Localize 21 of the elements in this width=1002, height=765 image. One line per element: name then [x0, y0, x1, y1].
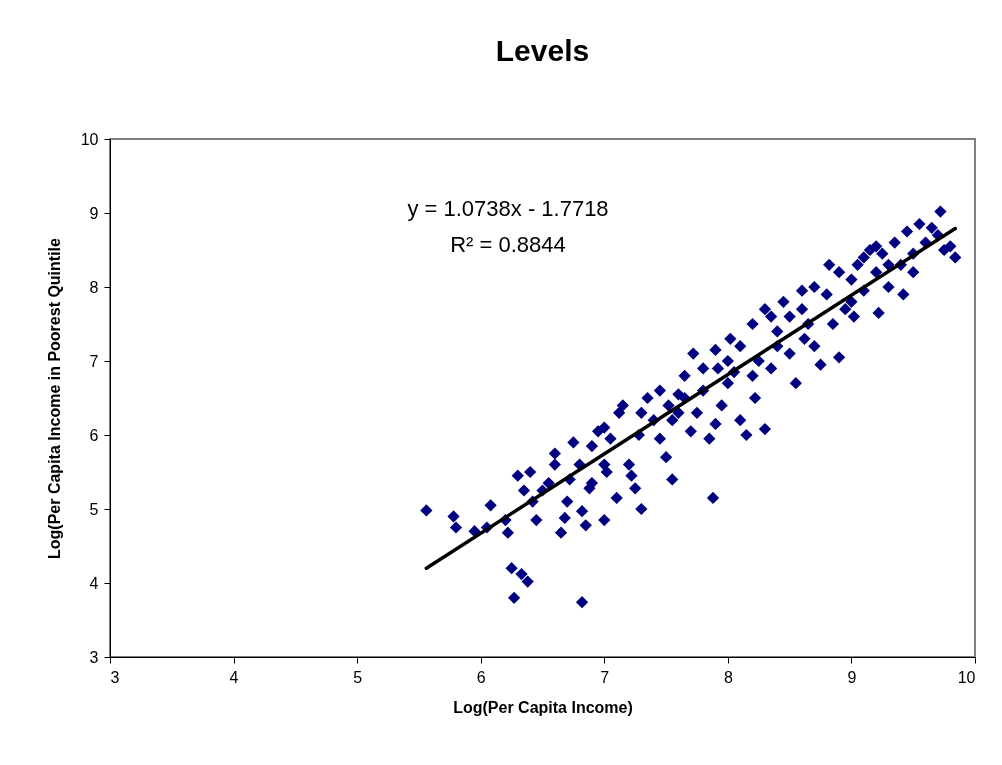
x-tick-label: 5 [353, 668, 363, 686]
annotation: R² = 0.8844 [450, 232, 566, 257]
y-tick-label: 9 [89, 204, 99, 222]
x-axis-title: Log(Per Capita Income) [453, 698, 633, 716]
y-tick-label: 6 [89, 426, 99, 444]
x-tick-label: 9 [847, 668, 857, 686]
y-tick-label: 3 [89, 648, 99, 666]
y-tick-label: 7 [89, 352, 99, 370]
y-tick-label: 10 [80, 130, 99, 148]
x-tick-label: 6 [476, 668, 486, 686]
x-tick-label: 10 [957, 668, 976, 686]
y-tick-label: 8 [89, 278, 99, 296]
y-tick-label: 4 [89, 574, 99, 592]
x-tick-label: 7 [600, 668, 610, 686]
x-tick-label: 8 [723, 668, 733, 686]
chart-title: Levels [495, 34, 590, 67]
annotation: y = 1.0738x - 1.7718 [407, 196, 609, 221]
x-tick-label: 4 [229, 668, 239, 686]
y-axis-title: Log(Per Capita Income in Poorest Quintile [45, 237, 63, 559]
x-tick-label: 3 [110, 668, 120, 686]
y-tick-label: 5 [89, 500, 99, 518]
